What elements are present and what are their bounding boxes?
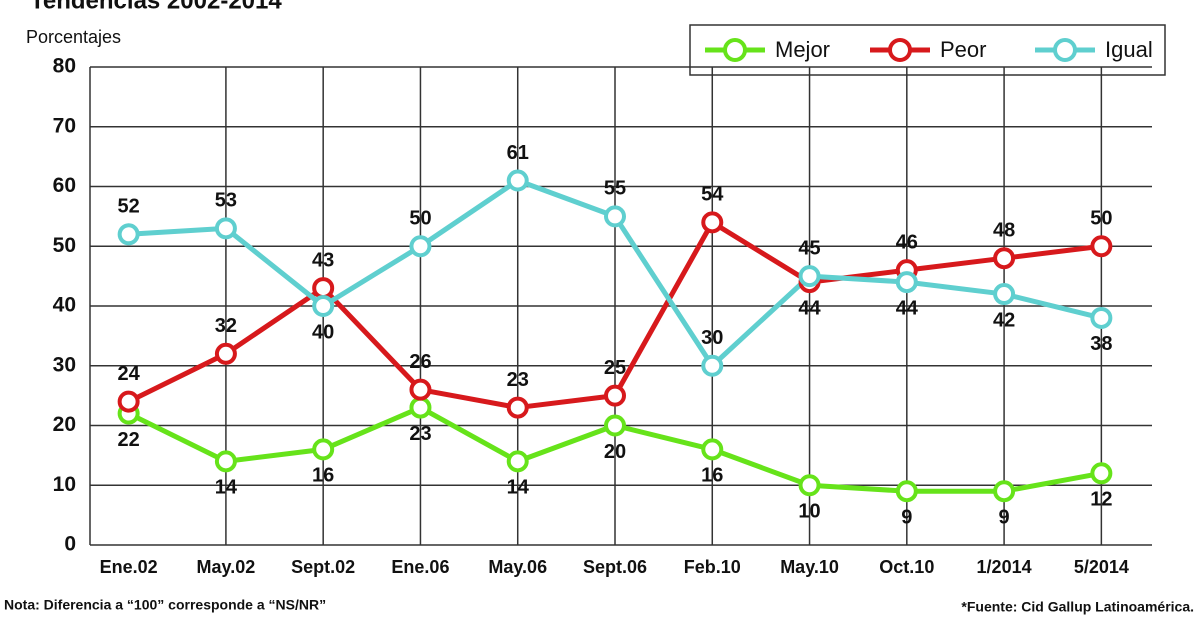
data-label: 25 bbox=[604, 357, 626, 379]
point bbox=[604, 384, 626, 407]
point bbox=[409, 378, 432, 401]
point bbox=[701, 438, 724, 461]
point bbox=[214, 342, 237, 365]
data-label: 24 bbox=[118, 363, 141, 385]
data-label: 44 bbox=[798, 297, 821, 319]
x-tick-label: Ene.06 bbox=[391, 557, 449, 577]
point bbox=[214, 217, 237, 240]
x-tick-label: May.02 bbox=[197, 557, 256, 577]
point bbox=[798, 265, 821, 288]
data-label: 53 bbox=[215, 190, 237, 212]
data-label: 52 bbox=[118, 196, 140, 218]
point bbox=[993, 480, 1016, 503]
y-tick-label: 40 bbox=[53, 294, 76, 317]
point bbox=[993, 283, 1016, 306]
data-label: 43 bbox=[312, 249, 334, 271]
legend-label: Peor bbox=[940, 37, 986, 62]
point bbox=[895, 480, 918, 503]
point bbox=[312, 438, 335, 461]
x-tick-label: Feb.10 bbox=[684, 557, 741, 577]
point bbox=[1090, 306, 1113, 329]
data-label: 55 bbox=[604, 178, 626, 200]
data-label: 14 bbox=[215, 477, 238, 499]
data-label: 23 bbox=[507, 369, 529, 391]
data-label: 46 bbox=[896, 231, 918, 253]
y-tick-label: 20 bbox=[53, 413, 76, 436]
data-label: 48 bbox=[993, 219, 1015, 241]
point bbox=[895, 271, 918, 294]
data-label: 14 bbox=[507, 477, 530, 499]
legend-label: Mejor bbox=[775, 37, 830, 62]
x-tick-label: Sept.02 bbox=[291, 557, 355, 577]
chart-title: Tendencias 2002-2014 bbox=[30, 0, 282, 14]
data-label: 23 bbox=[409, 423, 431, 445]
point bbox=[798, 474, 821, 497]
point bbox=[604, 205, 626, 228]
x-tick-label: Ene.02 bbox=[100, 557, 158, 577]
data-label: 54 bbox=[701, 184, 724, 206]
x-tick-label: 1/2014 bbox=[977, 557, 1032, 577]
data-label: 12 bbox=[1090, 489, 1112, 511]
data-label: 40 bbox=[312, 321, 334, 343]
y-tick-label: 0 bbox=[64, 533, 76, 556]
x-tick-label: May.06 bbox=[488, 557, 547, 577]
data-label: 32 bbox=[215, 315, 237, 337]
y-tick-label: 30 bbox=[53, 353, 76, 376]
data-label: 20 bbox=[604, 441, 626, 463]
y-tick-label: 50 bbox=[53, 234, 76, 257]
y-tick-label: 10 bbox=[53, 473, 76, 496]
point bbox=[506, 169, 529, 192]
point bbox=[1090, 235, 1113, 258]
point bbox=[409, 396, 432, 419]
point bbox=[117, 223, 140, 246]
point bbox=[701, 354, 724, 377]
point bbox=[506, 396, 529, 419]
point bbox=[312, 295, 335, 317]
data-label: 30 bbox=[701, 327, 723, 349]
data-label: 22 bbox=[118, 429, 140, 451]
x-tick-label: Oct.10 bbox=[879, 557, 934, 577]
point bbox=[1090, 462, 1113, 485]
legend-marker bbox=[888, 38, 912, 62]
data-label: 16 bbox=[312, 465, 334, 487]
data-label: 9 bbox=[901, 507, 912, 529]
data-label: 38 bbox=[1090, 333, 1112, 355]
data-label: 10 bbox=[798, 501, 820, 523]
legend-marker bbox=[1053, 38, 1077, 62]
x-tick-label: Sept.06 bbox=[583, 557, 647, 577]
point bbox=[312, 277, 335, 300]
point bbox=[506, 450, 529, 473]
data-label: 61 bbox=[507, 142, 529, 164]
legend-marker bbox=[723, 38, 747, 62]
data-label: 26 bbox=[409, 351, 431, 373]
data-label: 42 bbox=[993, 309, 1015, 331]
note: Nota: Diferencia a “100” corresponde a “… bbox=[4, 597, 326, 613]
x-tick-label: 5/2014 bbox=[1074, 557, 1129, 577]
point bbox=[409, 235, 432, 258]
data-label: 50 bbox=[1090, 208, 1112, 230]
legend-label: Igual bbox=[1105, 37, 1153, 62]
y-tick-label: 70 bbox=[53, 114, 76, 137]
y-tick-label: 60 bbox=[53, 174, 76, 197]
point bbox=[214, 450, 237, 473]
point bbox=[604, 414, 626, 437]
point bbox=[993, 247, 1016, 270]
data-label: 50 bbox=[409, 208, 431, 230]
point bbox=[117, 390, 140, 413]
data-label: 44 bbox=[896, 297, 919, 319]
data-label: 45 bbox=[798, 237, 820, 259]
source: *Fuente: Cid Gallup Latinoamérica. bbox=[961, 599, 1194, 615]
y-axis-label: Porcentajes bbox=[26, 27, 121, 47]
y-tick-label: 80 bbox=[53, 55, 76, 78]
data-label: 9 bbox=[999, 507, 1010, 529]
point bbox=[701, 211, 724, 234]
x-tick-label: May.10 bbox=[780, 557, 839, 577]
data-label: 16 bbox=[701, 465, 723, 487]
